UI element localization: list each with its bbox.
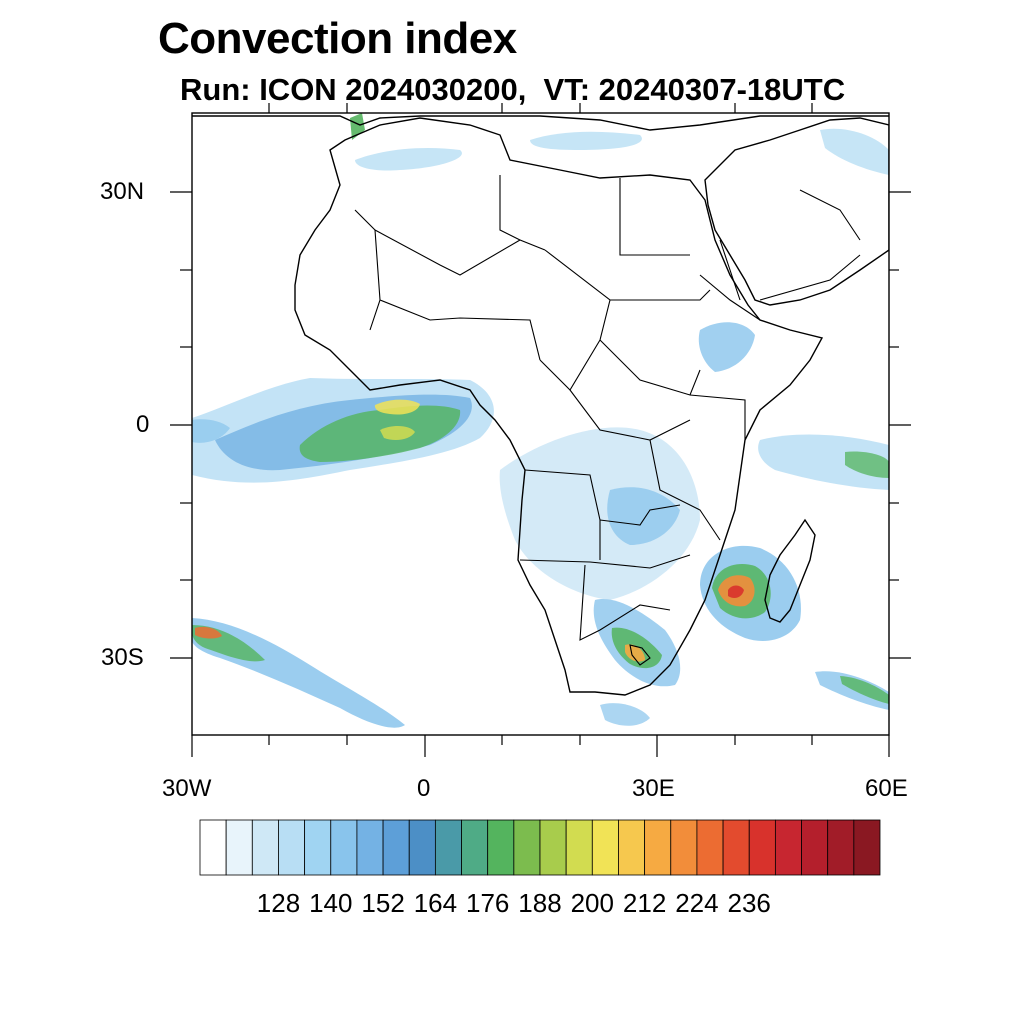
convection-area-atlantic-west bbox=[192, 419, 230, 443]
colorbar-label: 236 bbox=[727, 888, 771, 918]
colorbar-box bbox=[304, 819, 332, 876]
colorbar-box bbox=[696, 819, 724, 876]
border-line bbox=[569, 389, 691, 441]
colorbar-box bbox=[461, 819, 489, 876]
arabia-coastline bbox=[704, 117, 889, 306]
coastlines bbox=[192, 115, 889, 696]
border-line bbox=[699, 274, 761, 321]
border-line bbox=[354, 209, 381, 331]
colorbar-box bbox=[487, 819, 515, 876]
border-line bbox=[689, 394, 746, 440]
colorbar-box bbox=[382, 819, 410, 876]
lat-label-30n: 30N bbox=[100, 178, 145, 205]
colorbar-box bbox=[539, 819, 567, 876]
colorbar-box bbox=[278, 819, 306, 876]
border-line bbox=[599, 504, 681, 526]
convection-area-indian-ocean-south bbox=[815, 671, 889, 710]
convection-area-cyclone-red bbox=[728, 585, 744, 598]
map-subtitle: Run: ICON 2024030200, VT: 20240307-18UTC bbox=[180, 72, 846, 107]
colorbar-box bbox=[408, 819, 436, 876]
colorbar-box bbox=[356, 819, 384, 876]
colorbar-box bbox=[853, 819, 881, 876]
convection-field bbox=[192, 113, 889, 728]
convection-area-middle-east bbox=[820, 128, 889, 175]
colorbar-label: 200 bbox=[570, 888, 614, 918]
europe-coastline bbox=[192, 115, 889, 131]
convection-area-south-africa-orange bbox=[625, 644, 645, 662]
lat-label-0: 0 bbox=[136, 411, 150, 438]
colorbar-label: 164 bbox=[413, 888, 458, 918]
convection-area-south-coast bbox=[600, 703, 650, 726]
colorbar-box bbox=[644, 819, 672, 876]
lon-label-30e: 30E bbox=[632, 775, 675, 802]
colorbar-box bbox=[565, 819, 593, 876]
madagascar-coastline bbox=[764, 518, 816, 623]
colorbar-box bbox=[434, 819, 462, 876]
border-line bbox=[519, 554, 691, 569]
border-line bbox=[610, 289, 711, 301]
border-line bbox=[629, 644, 651, 666]
colorbar-box bbox=[670, 819, 698, 876]
colorbar-box bbox=[591, 819, 619, 876]
convection-area-iberia bbox=[350, 113, 365, 140]
convection-area-indian-ocean-green bbox=[845, 451, 889, 478]
border-line bbox=[374, 229, 546, 276]
colorbar-label: 140 bbox=[309, 888, 353, 918]
convection-area-south-atlantic-red bbox=[195, 626, 222, 639]
border-line bbox=[719, 239, 741, 301]
colorbar-box bbox=[827, 819, 855, 876]
lon-label-60e: 60E bbox=[865, 775, 908, 802]
country-borders bbox=[354, 175, 861, 666]
colorbar-label: 224 bbox=[675, 888, 719, 918]
colorbar-box bbox=[801, 819, 829, 876]
border-line bbox=[524, 469, 601, 560]
colorbar-box bbox=[774, 819, 802, 876]
border-line bbox=[379, 299, 541, 361]
lon-label-30w: 30W bbox=[162, 775, 212, 802]
tick-marks bbox=[170, 103, 911, 757]
colorbar-box bbox=[722, 819, 750, 876]
colorbar-label: 176 bbox=[465, 888, 510, 918]
border-line bbox=[649, 439, 721, 541]
colorbar-label: 152 bbox=[361, 888, 405, 918]
convection-area-indian-ocean-equator bbox=[758, 434, 889, 490]
africa-coastline bbox=[294, 117, 824, 696]
colorbar-box bbox=[251, 819, 279, 876]
colorbar-box bbox=[330, 819, 358, 876]
colorbar-box bbox=[618, 819, 646, 876]
border-line bbox=[579, 564, 671, 641]
convection-area-atlantic-yellow-2 bbox=[380, 426, 415, 440]
convection-area-ethiopia bbox=[698, 322, 755, 372]
colorbar-label: 128 bbox=[256, 888, 301, 918]
map-frame bbox=[191, 112, 890, 736]
lat-label-30s: 30S bbox=[101, 644, 144, 671]
colorbar bbox=[199, 819, 881, 876]
lon-label-0: 0 bbox=[417, 775, 431, 802]
colorbar-label: 188 bbox=[518, 888, 562, 918]
convection-area-central-africa-core bbox=[607, 487, 680, 545]
border-line bbox=[539, 339, 601, 391]
border-line bbox=[499, 175, 521, 241]
border-line bbox=[799, 189, 861, 241]
colorbar-box bbox=[199, 819, 227, 876]
convection-area-atlantic-yellow bbox=[374, 399, 420, 415]
border-line bbox=[599, 339, 701, 396]
colorbar-label: 212 bbox=[622, 888, 667, 918]
colorbar-box bbox=[225, 819, 253, 876]
convection-area-central-africa bbox=[499, 427, 700, 600]
convection-area-north-africa-streaks bbox=[355, 148, 462, 171]
border-line bbox=[544, 249, 611, 341]
colorbar-box bbox=[748, 819, 776, 876]
colorbar-box bbox=[513, 819, 541, 876]
convection-area-mediterranean bbox=[530, 131, 642, 150]
border-line bbox=[619, 178, 690, 256]
border-line bbox=[759, 254, 861, 301]
map-title: Convection index bbox=[158, 14, 517, 63]
convection-area-indian-ocean-south-green bbox=[840, 676, 889, 704]
convection-area-atlantic-green bbox=[299, 405, 461, 462]
